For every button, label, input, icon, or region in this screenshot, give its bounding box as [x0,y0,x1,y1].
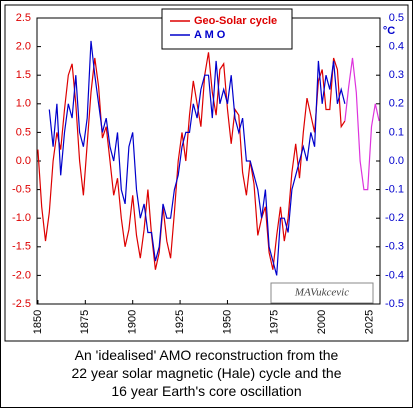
x-tick-label: 1900 [127,310,139,334]
x-tick-label: 1925 [174,310,186,334]
y2-tick-label: -0.1 [385,184,404,196]
x-tick-label: 1875 [79,310,91,334]
y-tick-label: -1.5 [12,241,31,253]
y-tick-label: 1.0 [16,98,31,110]
y2-tick-label: 0.2 [389,98,404,110]
caption-line: 22 year solar magnetic (Hale) cycle and … [71,365,342,381]
plot-area [36,17,381,305]
y2-tick-label: 0.1 [389,126,404,138]
y2-tick-label: -0.3 [385,241,404,253]
y2-tick-label: 0.4 [389,41,404,53]
annotation: MAVukcevic [294,287,349,299]
caption-line: An 'idealised' AMO reconstruction from t… [74,347,339,363]
y-tick-label: -2.5 [12,298,31,310]
y2-tick-label: -0.2 [385,212,404,224]
y2-tick-label: -0.4 [385,269,404,281]
legend-label: Geo-Solar cycle [194,15,277,27]
y2-tick-label: -0.5 [385,298,404,310]
y-tick-label: 0.0 [16,155,31,167]
y-tick-label: -0.5 [12,184,31,196]
annotation-box [270,282,374,304]
y2-axis-label: °C [383,25,395,37]
y-tick-label: 2.5 [16,12,31,24]
y-tick-label: 0.5 [16,126,31,138]
y2-tick-label: 0.0 [389,155,404,167]
caption-line: 16 year Earth's core oscillation [111,383,302,399]
y2-tick-label: 0.3 [389,69,404,81]
y-tick-label: 2.0 [16,41,31,53]
x-tick-label: 1850 [32,310,44,334]
series-line [344,57,380,191]
legend-label: A M O [194,29,226,41]
chart-frame [4,4,409,342]
x-tick-label: 1975 [269,310,281,334]
series-line [48,40,346,276]
y-tick-label: 1.5 [16,69,31,81]
x-tick-label: 2025 [363,310,375,334]
y-tick-label: -1.0 [12,212,31,224]
y-tick-label: -2.0 [12,269,31,281]
legend-box [161,8,293,50]
x-tick-label: 2000 [316,310,328,334]
series-line [37,52,346,270]
y2-tick-label: 0.5 [389,12,404,24]
x-tick-label: 1950 [221,310,233,334]
chart: °C -2.5 -2.0 -1.5 -1.0 -0.5 0.0 0.5 1.0 1.5 2.0 2.… [4,4,409,342]
